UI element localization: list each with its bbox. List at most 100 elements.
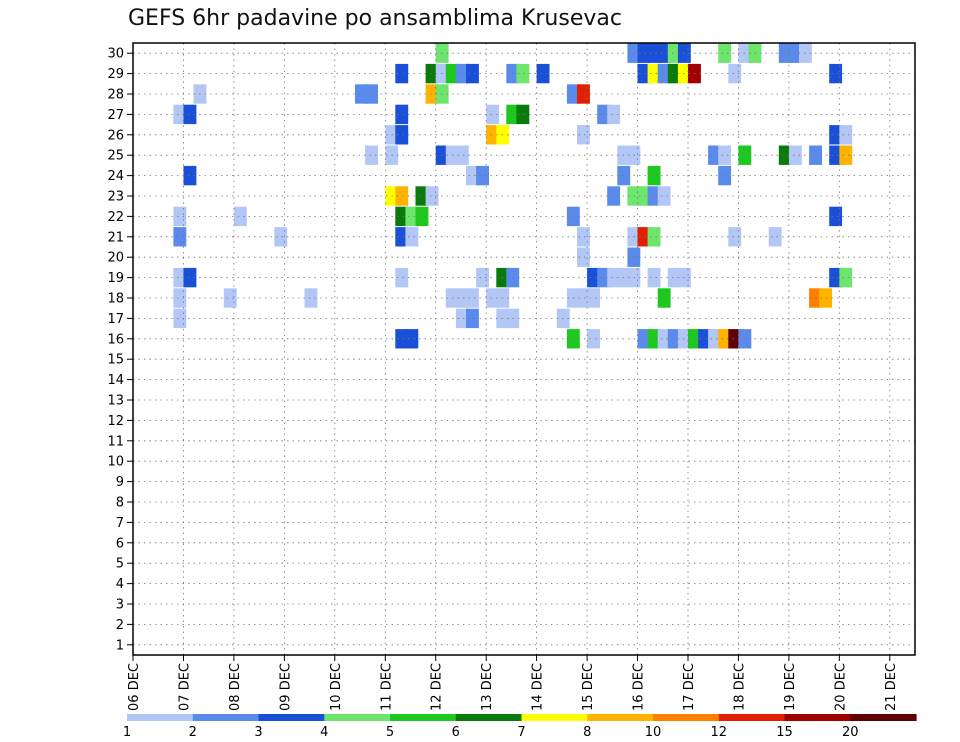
y-tick-label: 22 bbox=[107, 210, 124, 225]
cell-m26-d14.8 bbox=[577, 125, 590, 145]
cell-m22-d11.6 bbox=[415, 206, 429, 227]
legend-swatch bbox=[455, 714, 523, 721]
y-tick-label: 8 bbox=[116, 496, 124, 511]
cell-m19-d16.6 bbox=[667, 267, 681, 288]
cell-m18-d14.8 bbox=[577, 288, 590, 308]
cell-m24-d12.8 bbox=[476, 165, 489, 186]
cell-m27-d11.2 bbox=[395, 104, 409, 125]
legend-level-label: 15 bbox=[776, 725, 793, 740]
cell-m28-d10.4 bbox=[355, 84, 368, 104]
cell-m16-d17.8 bbox=[728, 329, 742, 349]
y-tick-label: 27 bbox=[107, 108, 124, 123]
y-tick-label: 18 bbox=[107, 292, 124, 307]
cell-m17-d12.4 bbox=[455, 308, 469, 329]
cell-m17-d6.8 bbox=[173, 308, 187, 329]
cell-m19-d15.4 bbox=[607, 267, 621, 288]
cell-m21-d8.8 bbox=[274, 227, 288, 247]
cell-m25-d19.8 bbox=[829, 145, 843, 165]
cell-m19-d15.2 bbox=[597, 267, 611, 288]
legend-level-label: 4 bbox=[320, 725, 328, 740]
cell-m19-d6.8 bbox=[173, 267, 187, 288]
cell-m25-d20 bbox=[839, 145, 853, 165]
heatmap-cells bbox=[173, 43, 853, 349]
cell-m21-d14.8 bbox=[577, 227, 590, 247]
legend-level-label: 6 bbox=[452, 725, 460, 740]
legend-level-label: 10 bbox=[645, 725, 662, 740]
y-tick-label: 17 bbox=[107, 312, 124, 327]
y-tick-label: 25 bbox=[107, 149, 124, 164]
y-tick-label: 15 bbox=[107, 353, 124, 368]
cell-m18-d13 bbox=[486, 288, 500, 308]
y-tick-label: 4 bbox=[116, 577, 124, 592]
cell-m21-d6.8 bbox=[173, 227, 187, 247]
legend-level-label: 12 bbox=[711, 725, 728, 740]
legend-level-label: 5 bbox=[386, 725, 394, 740]
cell-m17-d12.6 bbox=[466, 308, 479, 329]
cell-m26-d13 bbox=[486, 125, 500, 145]
cell-m23-d11.8 bbox=[425, 186, 439, 206]
cell-m16-d16.2 bbox=[647, 329, 661, 349]
cell-m30-d18.8 bbox=[778, 43, 792, 63]
color-legend: 1 2 3 4 5 6 7 8 10 12 15 20 bbox=[123, 714, 917, 740]
member-axis: 1234567891011121314151617181920212223242… bbox=[107, 47, 133, 653]
legend-swatch bbox=[850, 714, 917, 721]
cell-m18-d16.4 bbox=[657, 288, 671, 308]
cell-m18-d6.8 bbox=[173, 288, 187, 308]
cell-m23-d16.2 bbox=[647, 186, 661, 206]
y-tick-label: 26 bbox=[107, 128, 124, 143]
y-tick-label: 1 bbox=[116, 638, 124, 653]
cell-m23-d15.4 bbox=[607, 186, 621, 206]
cell-m27-d15.4 bbox=[607, 104, 621, 125]
cell-m29-d16.4 bbox=[657, 63, 671, 84]
y-tick-label: 19 bbox=[107, 271, 124, 286]
legend-swatch bbox=[653, 714, 720, 721]
cell-m30-d16 bbox=[637, 43, 651, 63]
cell-m26-d19.8 bbox=[829, 125, 843, 145]
cell-m29-d16.6 bbox=[667, 63, 681, 84]
y-tick-label: 7 bbox=[116, 516, 124, 531]
legend-level-label: 3 bbox=[254, 725, 262, 740]
cell-m27-d13 bbox=[486, 104, 500, 125]
cell-m19-d20 bbox=[839, 267, 853, 288]
cell-m21-d17.8 bbox=[728, 227, 742, 247]
x-tick-label: 11 DEC bbox=[379, 663, 394, 711]
cell-m22-d8 bbox=[233, 206, 247, 227]
cell-m23-d16 bbox=[637, 186, 651, 206]
y-tick-label: 23 bbox=[107, 190, 124, 205]
cell-m16-d17.4 bbox=[708, 329, 721, 349]
cell-m20-d14.8 bbox=[577, 247, 590, 267]
cell-m26-d11.2 bbox=[395, 125, 409, 145]
cell-m16-d11.4 bbox=[405, 329, 419, 349]
date-axis: 06 DEC 07 DEC 08 DEC 09 DEC 10 DEC 11 DEC 12 D… bbox=[127, 655, 899, 711]
cell-m19-d11.2 bbox=[395, 267, 409, 288]
cell-m21-d18.6 bbox=[768, 227, 782, 247]
y-tick-label: 28 bbox=[107, 88, 124, 103]
cell-m30-d19 bbox=[788, 43, 802, 63]
x-tick-label: 21 DEC bbox=[884, 663, 899, 711]
cell-m18-d12.4 bbox=[455, 288, 469, 308]
cell-m29-d16 bbox=[637, 63, 651, 84]
legend-swatch bbox=[192, 714, 260, 721]
cell-m25-d18.8 bbox=[778, 145, 792, 165]
cell-m29-d17.8 bbox=[728, 63, 742, 84]
cell-m18-d15 bbox=[587, 288, 600, 308]
legend-swatch bbox=[324, 714, 391, 721]
cell-m21-d16.2 bbox=[647, 227, 661, 247]
cell-m19-d15 bbox=[587, 267, 600, 288]
cell-m30-d16.2 bbox=[647, 43, 661, 63]
x-tick-label: 12 DEC bbox=[430, 663, 445, 711]
x-tick-label: 14 DEC bbox=[531, 663, 546, 711]
y-tick-label: 29 bbox=[107, 67, 124, 82]
y-tick-label: 6 bbox=[116, 536, 124, 551]
cell-m19-d19.8 bbox=[829, 267, 843, 288]
legend-level-label: 8 bbox=[583, 725, 591, 740]
cell-m25-d10.6 bbox=[365, 145, 378, 165]
y-tick-label: 14 bbox=[107, 373, 124, 388]
y-tick-label: 10 bbox=[107, 455, 124, 470]
cell-m29-d19.8 bbox=[829, 63, 843, 84]
cell-m16-d17.2 bbox=[698, 329, 711, 349]
y-tick-label: 24 bbox=[107, 169, 124, 184]
y-tick-label: 20 bbox=[107, 251, 124, 266]
cell-m24-d12.6 bbox=[466, 165, 479, 186]
